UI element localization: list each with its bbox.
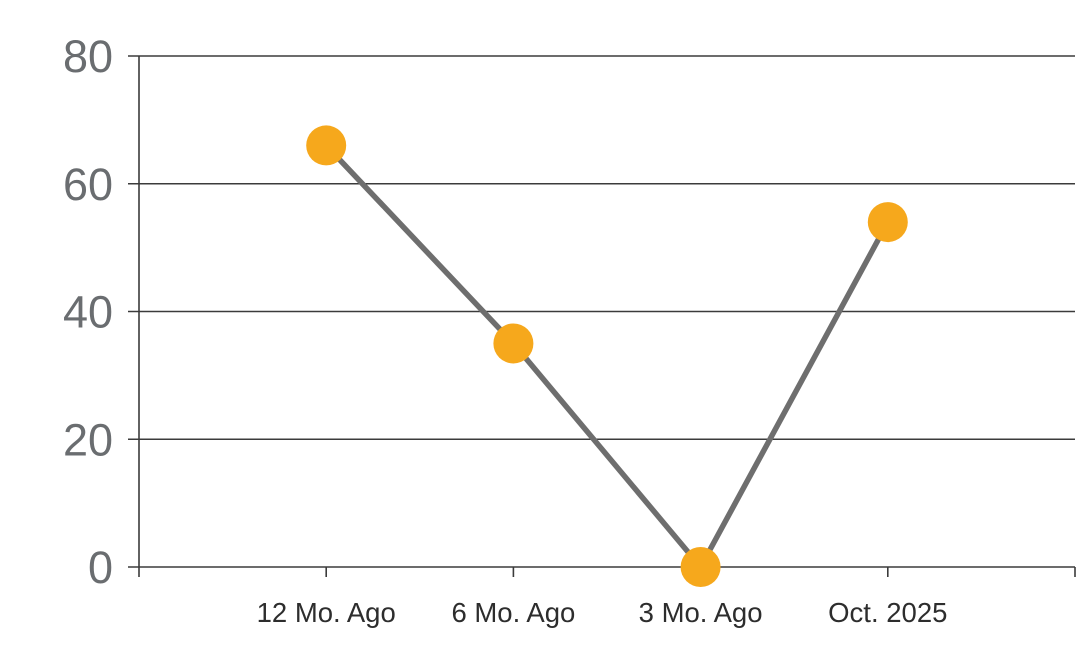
x-tick-label-2: 6 Mo. Ago xyxy=(451,597,575,628)
x-tick-label-4: Oct. 2025 xyxy=(828,597,947,628)
y-tick-label-40: 40 xyxy=(63,287,113,338)
data-point-3-mo-ago xyxy=(680,547,721,587)
y-tick-label-0: 0 xyxy=(88,542,113,593)
x-tick-label-1: 12 Mo. Ago xyxy=(257,597,396,628)
data-point-12-mo-ago xyxy=(306,125,347,166)
series-line-group xyxy=(323,142,891,570)
axes-group xyxy=(138,56,1076,577)
gridlines-group xyxy=(128,55,1075,568)
x-tick-label-3: 3 Mo. Ago xyxy=(639,597,763,628)
y-tick-label-60: 60 xyxy=(63,159,113,210)
y-tick-label-80: 80 xyxy=(63,31,113,82)
data-point-6-mo-ago xyxy=(493,323,534,364)
y-axis-tick-labels: 0 20 40 60 80 xyxy=(63,31,113,593)
data-points-group xyxy=(306,125,908,587)
x-axis-tick-labels: 12 Mo. Ago 6 Mo. Ago 3 Mo. Ago Oct. 2025 xyxy=(257,597,948,628)
y-tick-label-20: 20 xyxy=(63,414,113,465)
data-point-oct-2025 xyxy=(867,202,908,243)
series-line xyxy=(323,142,891,570)
